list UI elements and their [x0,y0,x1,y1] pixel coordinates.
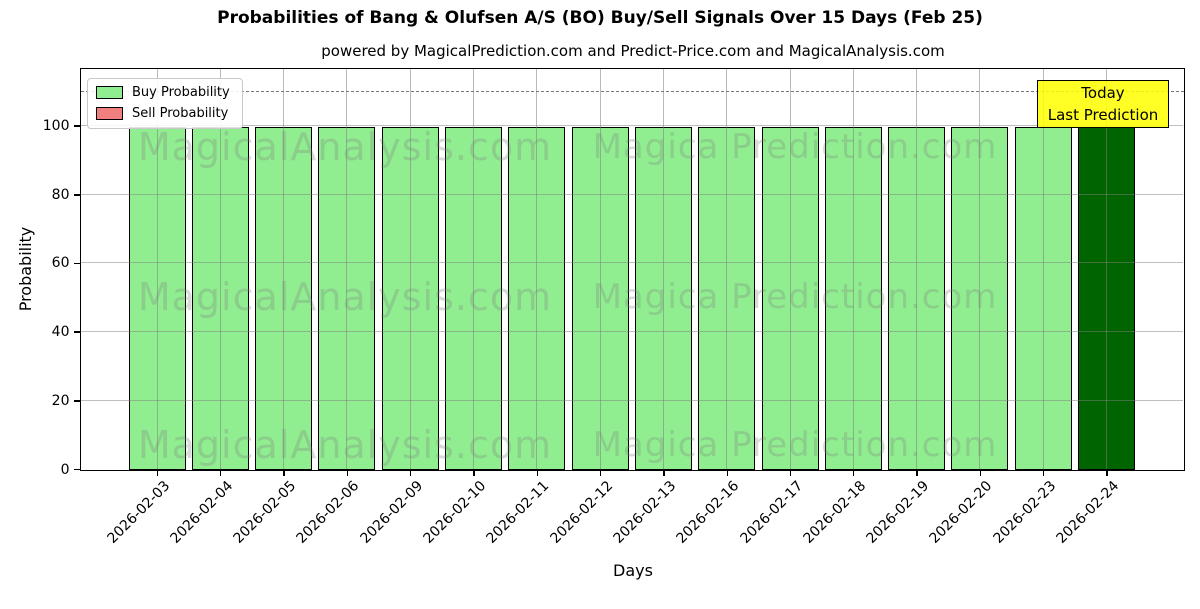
x-tick-label: 2026-02-16 [611,478,743,609]
x-tick-label: 2026-02-04 [105,478,237,609]
watermark-left: MagicalAnalysis.com [138,125,552,169]
plot-area: MagicalAnalysis.com Magica Prediction.com… [80,68,1185,471]
x-tick-label: 2026-02-11 [421,478,553,609]
x-tick [410,470,411,476]
h-gridline [81,262,1183,263]
y-tick-label: 20 [0,391,70,411]
x-tick [537,470,538,476]
h-gridline [81,400,1183,401]
annotation-line-2: Last Prediction [1038,104,1168,126]
y-tick-label: 40 [0,322,70,342]
x-tick-label: 2026-02-10 [358,478,490,609]
y-tick [74,125,80,126]
y-tick-label: 80 [0,185,70,205]
today-annotation-box: Today Last Prediction [1037,80,1169,128]
x-tick [157,470,158,476]
legend-swatch-buy [96,86,123,99]
legend-swatch-sell [96,107,123,120]
x-tick [916,470,917,476]
y-tick [74,263,80,264]
x-tick [853,470,854,476]
x-tick-label: 2026-02-18 [738,478,870,609]
x-tick [790,470,791,476]
x-tick-label: 2026-02-20 [864,478,996,609]
h-gridline [81,331,1183,332]
legend-row-sell: Sell Probability [96,106,230,121]
v-gridline [1043,69,1044,469]
y-tick [74,400,80,401]
chart-subtitle: powered by MagicalPrediction.com and Pre… [81,42,1185,60]
x-tick [600,470,601,476]
x-tick-label: 2026-02-24 [991,478,1123,609]
watermark-right: Magica Prediction.com [593,425,998,465]
watermark-left: MagicalAnalysis.com [138,423,552,467]
x-tick-label: 2026-02-09 [294,478,426,609]
x-tick [1043,470,1044,476]
x-tick [347,470,348,476]
y-tick-label: 60 [0,253,70,273]
x-tick [1106,470,1107,476]
watermark-right: Magica Prediction.com [593,127,998,167]
watermark-right: Magica Prediction.com [593,277,998,317]
x-tick-label: 2026-02-03 [41,478,173,609]
x-tick [220,470,221,476]
annotation-line-1: Today [1038,82,1168,104]
x-tick-label: 2026-02-19 [801,478,933,609]
h-gridline [81,194,1183,195]
legend-label-buy: Buy Probability [132,85,230,100]
x-tick-label: 2026-02-06 [231,478,363,609]
x-tick-label: 2026-02-13 [548,478,680,609]
chart-title: Probabilities of Bang & Olufsen A/S (BO)… [0,8,1200,28]
v-gridline [1106,69,1107,469]
y-tick-label: 100 [0,116,70,136]
x-tick [980,470,981,476]
y-tick [74,194,80,195]
legend-row-buy: Buy Probability [96,85,230,100]
legend: Buy Probability Sell Probability [87,78,243,129]
x-tick [663,470,664,476]
y-tick [74,331,80,332]
watermark-left: MagicalAnalysis.com [138,275,552,319]
y-tick-label: 0 [0,460,70,480]
x-tick-label: 2026-02-05 [168,478,300,609]
legend-label-sell: Sell Probability [132,106,228,121]
threshold-dashed-line [81,91,1184,92]
x-tick [727,470,728,476]
x-tick-label: 2026-02-12 [484,478,616,609]
x-tick-label: 2026-02-17 [674,478,806,609]
y-tick [74,469,80,470]
x-tick [283,470,284,476]
x-tick-label: 2026-02-23 [927,478,1059,609]
x-tick [473,470,474,476]
